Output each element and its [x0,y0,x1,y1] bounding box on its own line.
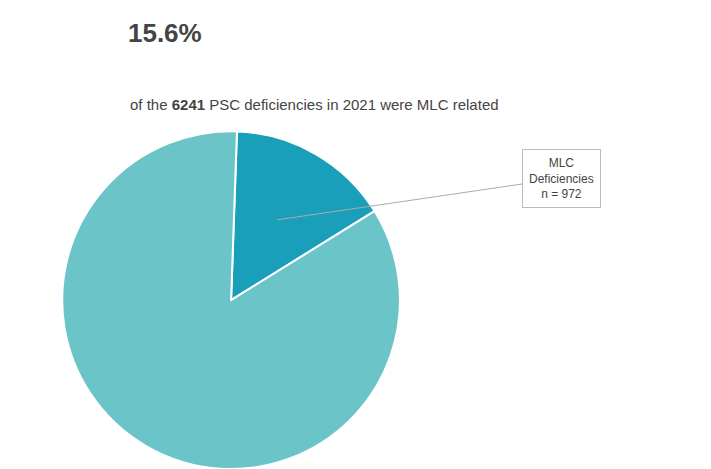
svg-text:15.6%: 15.6% [128,18,202,48]
svg-text:of the 6241 PSC deficiencies i: of the 6241 PSC deficiencies in 2021 wer… [130,96,499,113]
svg-text:MLCDeficienciesn = 972: MLCDeficienciesn = 972 [529,156,594,201]
